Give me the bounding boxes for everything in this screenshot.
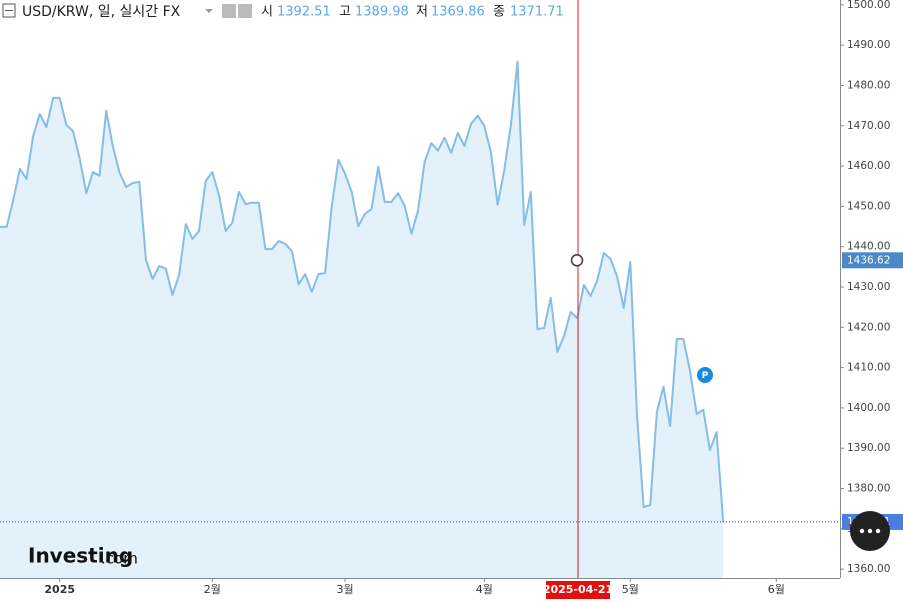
event-marker-label: P xyxy=(702,371,709,381)
more-button-dot xyxy=(867,528,873,534)
ohlc-value: 1371.71 xyxy=(510,5,564,20)
crosshair-date-box xyxy=(546,581,610,599)
settings-icon[interactable] xyxy=(238,4,252,18)
y-tick-label: 1410.00 xyxy=(847,362,890,374)
y-tick-label: 1390.00 xyxy=(847,442,890,454)
x-tick-label: 3월 xyxy=(336,583,353,596)
crosshair-point xyxy=(570,254,584,267)
area-fill xyxy=(0,61,724,578)
more-button-dot xyxy=(859,528,865,534)
logo-name: Investing xyxy=(28,544,133,568)
y-tick-label: 1460.00 xyxy=(847,160,890,172)
y-tick-label: 1450.00 xyxy=(847,200,890,212)
x-tick-label: 5월 xyxy=(622,583,639,596)
y-tick-label: 1430.00 xyxy=(847,281,890,293)
ohlc-label: 종 xyxy=(493,5,505,20)
y-tick-label: 1480.00 xyxy=(847,79,890,91)
logo-suffix: .com xyxy=(101,550,138,568)
ohlc-value: 1389.98 xyxy=(355,5,409,20)
event-marker[interactable] xyxy=(697,367,713,383)
settings-icon[interactable] xyxy=(222,4,236,18)
y-tick-label: 1360.00 xyxy=(847,563,890,575)
ohlc-label: 저 xyxy=(416,5,428,20)
ohlc-value: 1392.51 xyxy=(277,5,331,20)
plot-area xyxy=(0,60,725,578)
x-tick-label: 4월 xyxy=(476,583,493,596)
y-tick-label: 1380.00 xyxy=(847,483,890,495)
more-button-dot xyxy=(875,528,881,534)
ohlc-value: 1369.86 xyxy=(431,5,485,20)
crosshair-price-label: 1436.62 xyxy=(847,254,890,266)
y-tick-label: 1440.00 xyxy=(847,241,890,253)
x-tick-label: 2월 xyxy=(204,583,221,596)
y-tick-label: 1470.00 xyxy=(847,120,890,132)
chart-title: USD/KRW, 일, 실시간 FX xyxy=(22,4,181,20)
y-tick-label: 1500.00 xyxy=(847,0,890,11)
price-line xyxy=(0,60,725,523)
crosshair-date-label: 2025-04-21 xyxy=(543,583,613,596)
y-tick-label: 1400.00 xyxy=(847,402,890,414)
collapse-icon[interactable] xyxy=(2,3,16,18)
y-tick-label: 1490.00 xyxy=(847,39,890,51)
ohlc-label: 고 xyxy=(339,5,351,20)
x-tick-label: 6월 xyxy=(768,583,785,596)
crosshair-price-box xyxy=(842,252,903,269)
y-tick-label: 1420.00 xyxy=(847,321,890,333)
ohlc-label: 시 xyxy=(261,5,273,20)
dropdown-arrow[interactable] xyxy=(205,9,213,13)
x-tick-label: 2025 xyxy=(44,583,75,596)
